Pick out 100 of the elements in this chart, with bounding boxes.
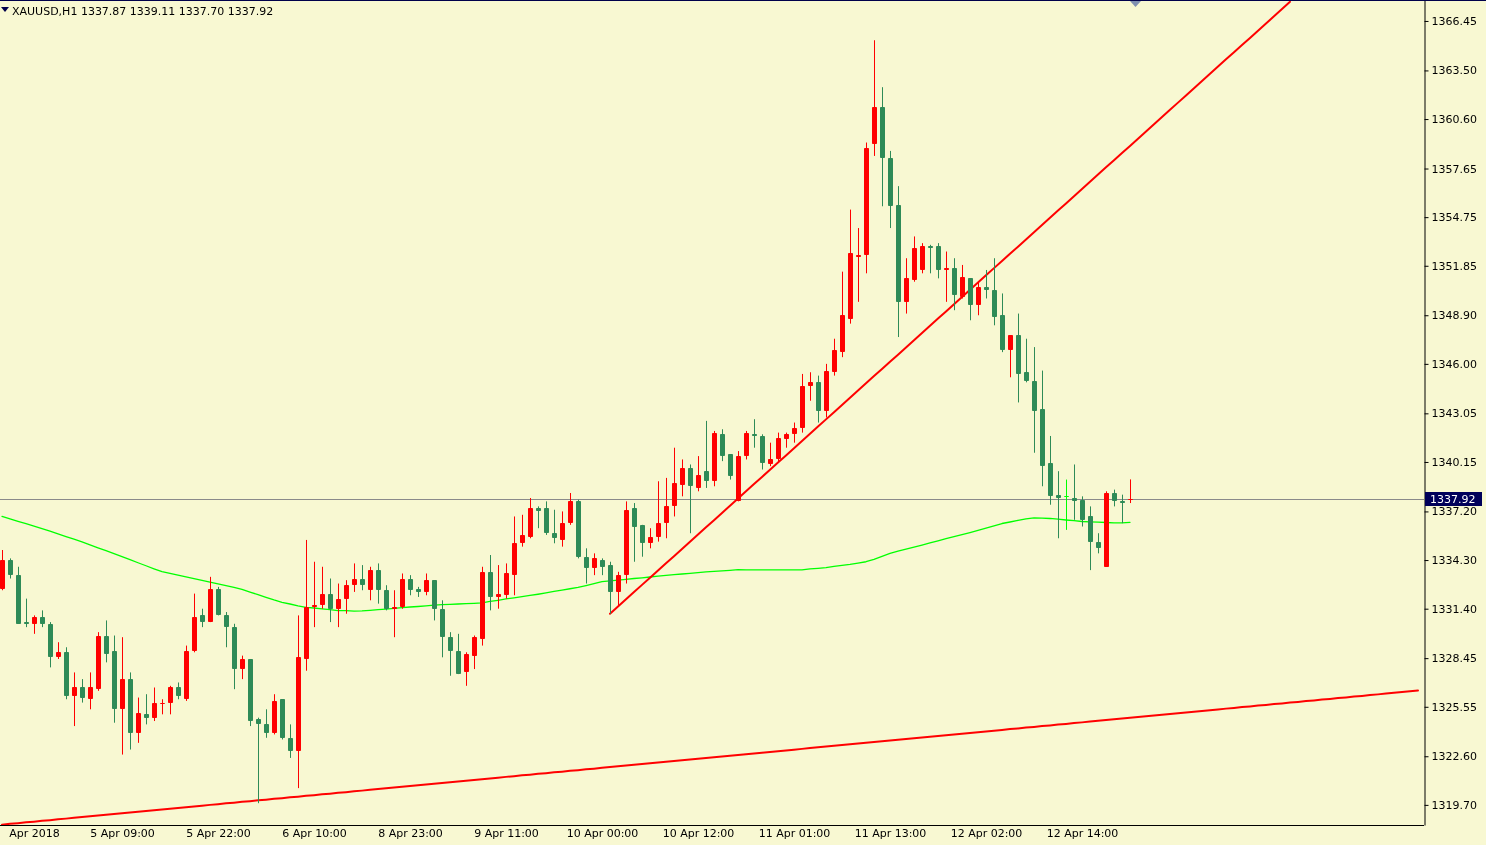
candlestick [168,685,173,715]
candlestick [944,251,949,303]
x-tick-label: 6 Apr 10:00 [282,827,347,841]
candlestick [240,655,245,680]
candlestick [72,671,77,727]
candlestick [784,432,789,449]
candlestick [520,514,525,548]
candlestick [336,583,341,628]
candlestick [160,698,165,715]
candlestick [136,697,141,744]
candlestick [872,39,877,157]
candlestick [712,430,717,487]
candlestick [936,242,941,279]
y-tick-label: 1322.60 [1431,750,1477,764]
candlestick [224,611,229,648]
candlestick [960,264,965,299]
candlestick [104,619,109,663]
candlestick [1104,490,1109,568]
candlestick [600,557,605,576]
candlestick [152,687,157,722]
y-tick-label: 1346.00 [1431,357,1477,371]
candlestick [432,579,437,621]
candlestick [640,524,645,558]
candlestick [1032,346,1037,454]
line-series [1,689,1419,825]
candlestick [968,277,973,321]
candlestick [448,631,453,677]
candlestick [176,681,181,700]
candlestick [648,527,653,549]
x-tick-label: 12 Apr 02:00 [950,827,1023,841]
candlestick [0,549,5,591]
candlestick [792,422,797,444]
candlestick [584,547,589,585]
candlestick [32,614,37,635]
candlestick [1120,494,1125,524]
candlestick [96,631,101,692]
candlestick [1072,463,1077,521]
candlestick [352,562,357,593]
y-tick-label: 1325.55 [1431,700,1477,714]
candlestick [1096,532,1101,554]
x-tick-label: 9 Apr 11:00 [474,827,539,841]
candlestick [952,257,957,311]
candlestick [408,574,413,596]
candlestick [376,562,381,605]
candlestick [760,433,765,471]
y-tick-label: 1354.75 [1431,211,1477,225]
y-tick-label: 1331.40 [1431,602,1477,616]
candlestick [320,566,325,610]
candlestick [624,500,629,585]
candlestick [88,671,93,710]
candlestick [680,458,685,497]
candlestick [312,561,317,628]
candlestick [400,572,405,610]
candlestick [504,562,509,600]
candlestick [456,633,461,675]
x-tick-label: Apr 2018 [9,827,60,841]
candlestick [480,566,485,647]
y-tick-label: 1348.90 [1431,309,1477,323]
candlestick [1080,495,1085,528]
candlestick [1128,478,1133,504]
candlestick [368,566,373,601]
candlestick [272,693,277,735]
candlestick [256,717,261,804]
candlestick [752,418,757,449]
candlestick [880,86,885,207]
candlestick [976,281,981,316]
x-tick-label: 11 Apr 01:00 [758,827,831,841]
candlestick [664,477,669,539]
candlestick [568,492,573,526]
candlestick [296,614,301,789]
y-tick-label: 1357.65 [1431,162,1477,176]
candlestick [560,510,565,548]
y-tick-label: 1351.85 [1431,259,1477,273]
candlestick [912,235,917,283]
candlestick [656,480,661,543]
candlestick [832,338,837,377]
candlestick [816,375,821,424]
candlestick [768,442,773,467]
line-series [609,0,1291,615]
candlestick [472,635,477,670]
candlestick [576,499,581,559]
candlestick [992,257,997,326]
candlestick [864,142,869,274]
candlestick [464,651,469,687]
candlestick [1040,370,1045,487]
candlestick [1088,505,1093,571]
candlestick [184,645,189,702]
x-tick-label: 5 Apr 09:00 [90,827,155,841]
candlestick [848,209,853,325]
candlestick [48,621,53,668]
candlestick [592,552,597,576]
candlestick [840,271,845,358]
candlestick [192,593,197,653]
candlestick [536,505,541,529]
candlestick [888,150,893,229]
candlestick [56,641,61,660]
candlestick [928,244,933,274]
candlestick [440,599,445,658]
candlestick [144,693,149,725]
candlestick [728,453,733,481]
